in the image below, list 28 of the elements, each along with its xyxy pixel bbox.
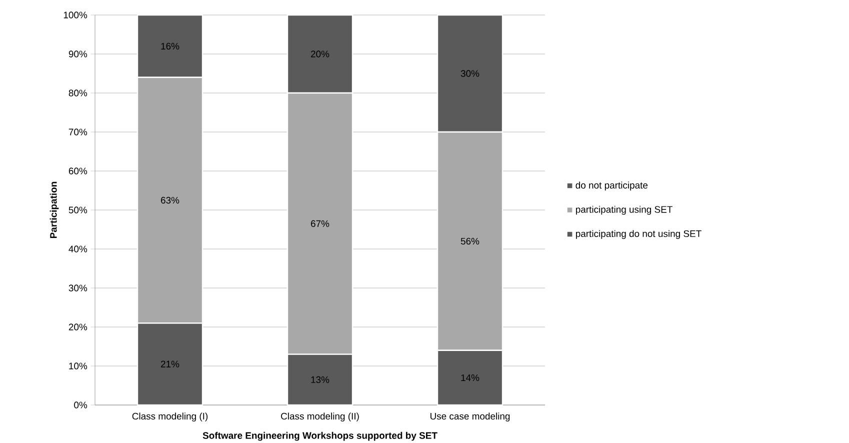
legend-label: do not participate — [576, 182, 648, 190]
legend-label: participating do not using SET — [576, 230, 702, 239]
data-label: 56% — [460, 238, 480, 245]
x-tick-label: Class modeling (I) — [132, 412, 208, 422]
data-label: 63% — [161, 196, 180, 204]
y-tick-label: 90% — [68, 50, 88, 58]
y-tick-label: 20% — [68, 324, 88, 330]
data-label: 30% — [460, 70, 480, 77]
y-tick-label: 60% — [68, 168, 88, 174]
x-tick-label: Class modeling (II) — [281, 412, 359, 422]
y-tick-label: 100% — [64, 12, 88, 18]
y-tick-label: 70% — [68, 128, 88, 136]
y-tick-label: 80% — [68, 90, 88, 96]
data-label: 13% — [311, 376, 330, 383]
data-label: 20% — [311, 50, 330, 58]
data-label: 21% — [161, 360, 180, 368]
y-axis-title: Participation — [50, 182, 59, 238]
y-tick-label: 10% — [69, 362, 88, 370]
y-tick-label: 30% — [68, 284, 88, 292]
y-tick-label: 40% — [68, 246, 88, 252]
x-axis-title: Software Engineering Workshops supported by SET — [202, 432, 438, 441]
x-tick-label: Use case modeling — [430, 412, 510, 422]
y-tick-label: 0% — [74, 402, 88, 408]
legend-label: participating using SET — [576, 206, 672, 215]
data-label: 14% — [461, 374, 480, 382]
data-label: 16% — [161, 42, 180, 50]
data-label: 67% — [311, 220, 330, 227]
y-tick-label: 50% — [68, 206, 88, 214]
